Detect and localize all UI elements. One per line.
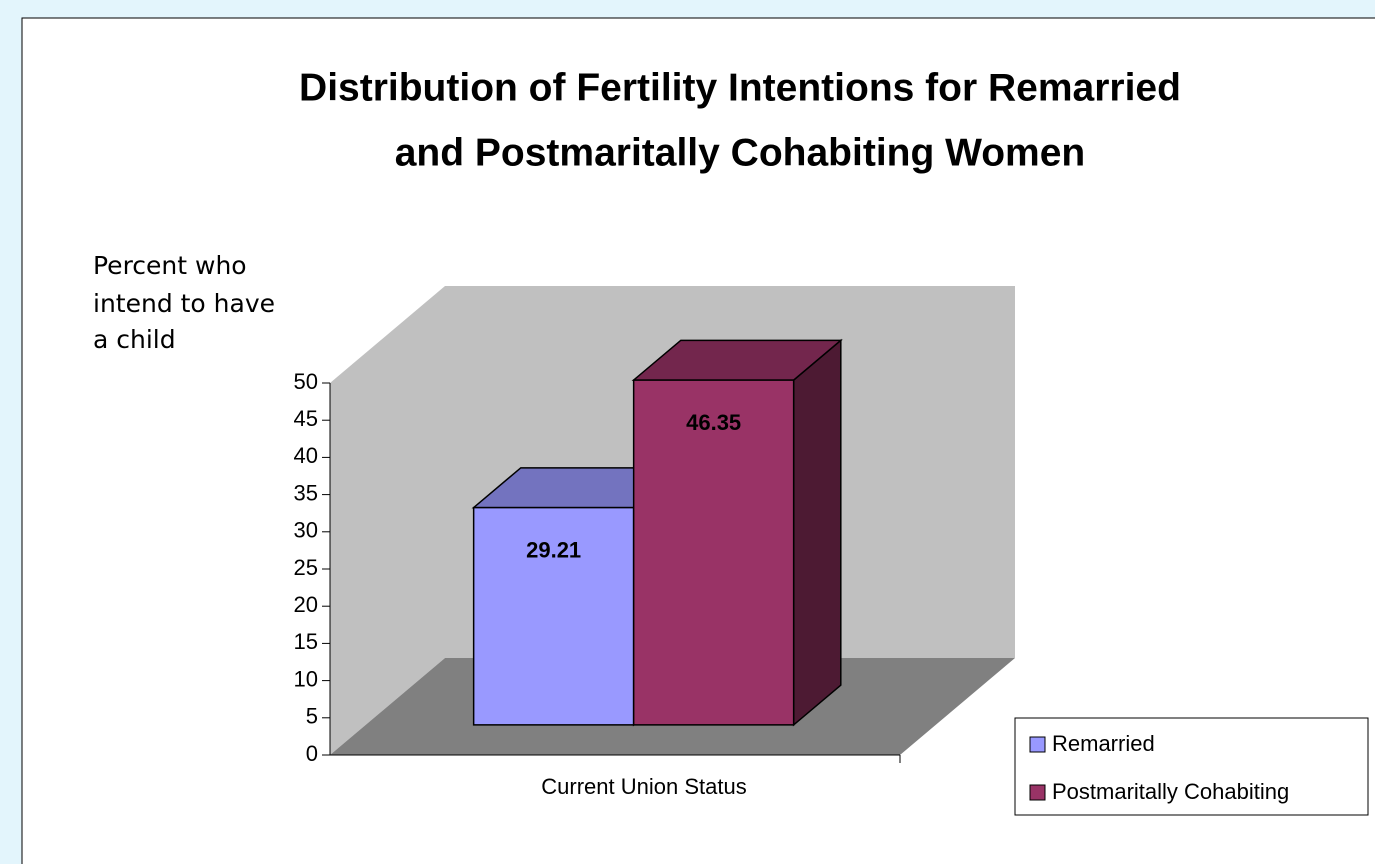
data-label: 46.35 bbox=[686, 410, 741, 435]
legend-swatch bbox=[1029, 736, 1046, 753]
bar bbox=[631, 338, 843, 727]
y-tick-label: 15 bbox=[294, 629, 318, 654]
y-axis-label: Percent who bbox=[93, 251, 247, 280]
legend-label: Postmaritally Cohabiting bbox=[1052, 779, 1289, 804]
y-tick-label: 45 bbox=[294, 406, 318, 431]
y-tick-label: 5 bbox=[306, 704, 318, 729]
legend bbox=[1014, 717, 1369, 816]
y-tick-label: 40 bbox=[294, 443, 318, 468]
y-tick-label: 35 bbox=[294, 480, 318, 505]
legend-swatch bbox=[1029, 784, 1046, 801]
side-wall bbox=[330, 286, 445, 755]
bar-side bbox=[792, 338, 842, 727]
y-tick-label: 50 bbox=[294, 369, 318, 394]
y-tick-label: 10 bbox=[294, 666, 318, 691]
y-tick-label: 30 bbox=[294, 518, 318, 543]
y-axis-label: intend to have bbox=[93, 289, 275, 318]
y-tick-label: 0 bbox=[306, 741, 318, 766]
y-axis-label: a child bbox=[93, 325, 176, 354]
x-tick-label: Current Union Status bbox=[541, 774, 746, 799]
chart-title: and Postmaritally Cohabiting Women bbox=[395, 131, 1086, 174]
y-tick-label: 25 bbox=[294, 555, 318, 580]
data-label: 29.21 bbox=[526, 537, 581, 562]
y-tick-label: 20 bbox=[294, 592, 318, 617]
chart-title: Distribution of Fertility Intentions for… bbox=[299, 66, 1181, 109]
bar-front bbox=[632, 379, 795, 726]
legend-label: Remarried bbox=[1052, 731, 1155, 756]
